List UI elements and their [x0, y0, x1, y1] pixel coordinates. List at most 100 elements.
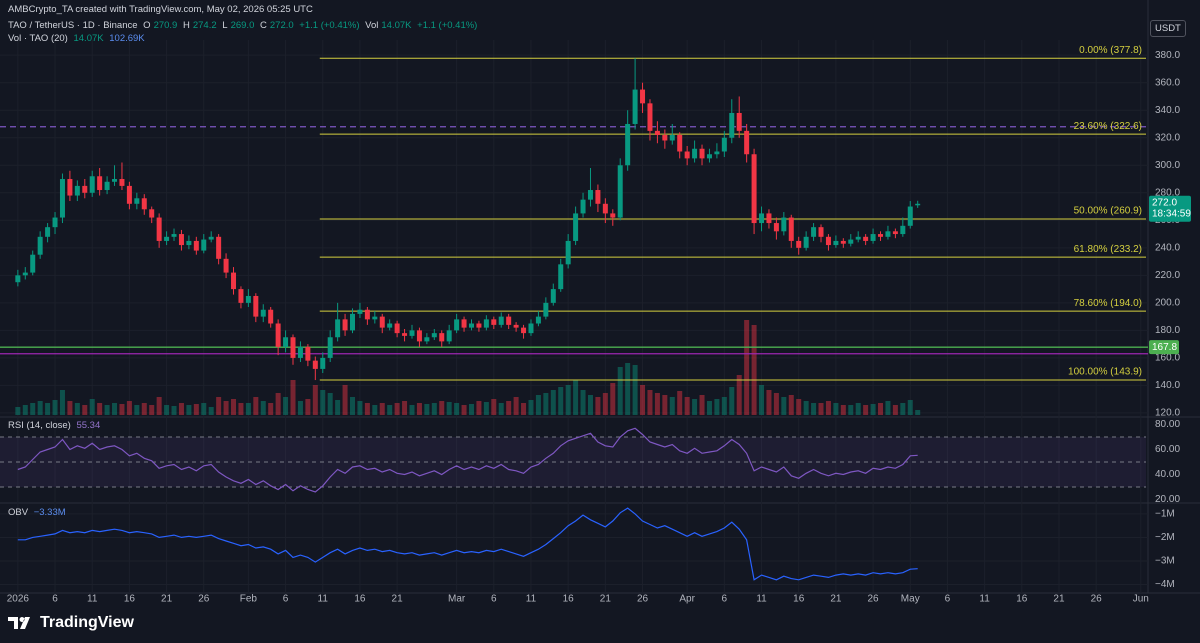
candle-body [409, 330, 415, 336]
rsi-line [17, 427, 918, 493]
candle-body [825, 236, 831, 246]
level-label-box [1149, 340, 1179, 355]
candle-body [803, 236, 809, 248]
last-price-box [1149, 195, 1191, 222]
currency[interactable]: USDT [1150, 20, 1186, 37]
volume-bar [550, 390, 556, 415]
candle-body [699, 148, 705, 159]
candle-body [52, 217, 58, 228]
candle-body [104, 181, 110, 191]
volume-bar [45, 403, 51, 415]
volume-bar [446, 402, 452, 415]
volume-bar [863, 405, 869, 415]
y-tick-label: 180.0 [1155, 325, 1180, 336]
volume-bar [350, 397, 356, 415]
candle-body [67, 179, 73, 196]
volume-bar [498, 403, 504, 415]
volume-bar [580, 390, 586, 415]
volume-bar [357, 401, 363, 415]
ohlc-value: 272.0 [269, 20, 294, 31]
x-tick-label: May [901, 594, 920, 605]
brand-logo [8, 617, 30, 629]
volume-bar [394, 403, 400, 415]
candle-body [290, 337, 296, 358]
volume-bar [134, 405, 140, 415]
candle-body [201, 239, 207, 251]
candle-body [855, 236, 861, 240]
volume-bar [587, 395, 593, 415]
x-tick-label: 11 [318, 594, 329, 605]
rsi-label: RSI (14, close) [8, 420, 71, 431]
candle-body [640, 89, 646, 104]
volume-bar [706, 401, 712, 415]
candle-body [178, 234, 184, 246]
candle-body [491, 319, 497, 325]
candle-body [751, 154, 757, 224]
volume-bar [74, 403, 80, 415]
volume-bar [870, 404, 876, 415]
volume-legend: Vol · TAO (20) 14.07K 102.69K [8, 33, 148, 44]
volume-bar [773, 393, 779, 415]
candle-body [729, 112, 735, 138]
volume-bar [141, 403, 147, 415]
volume-bar [535, 395, 541, 415]
ohlc-value: 270.9 [153, 20, 178, 31]
candle-body [818, 227, 824, 237]
candle-body [736, 112, 742, 131]
x-tick-label: Jun [1133, 594, 1149, 605]
x-tick-label: 21 [600, 594, 612, 605]
candle-body [439, 333, 445, 342]
candle-body [706, 154, 712, 159]
volume-bar [164, 405, 170, 415]
volume-bar [82, 405, 88, 415]
volume-bar [892, 405, 898, 415]
candle-body [677, 134, 683, 152]
volume-bar [468, 404, 474, 415]
volume-bar [602, 393, 608, 415]
volume-bar [610, 383, 616, 415]
x-tick-label: 16 [1016, 594, 1028, 605]
candle-body [684, 151, 690, 159]
candle-body [550, 289, 556, 303]
candle-body [112, 179, 118, 182]
candle-body [394, 323, 400, 334]
candle-body [840, 240, 846, 244]
volume-bar [788, 395, 794, 415]
volume-bar [201, 403, 207, 415]
y-tick-label: 360.0 [1155, 77, 1180, 88]
ohlc-key: O [143, 20, 151, 31]
candle-body [126, 185, 132, 204]
rsi-tick-label: 80.00 [1155, 419, 1180, 430]
candle-body [275, 323, 281, 347]
candle-body [164, 236, 170, 241]
volume-bar [283, 397, 289, 415]
candle-body [216, 236, 222, 259]
y-tick-label: 240.0 [1155, 242, 1180, 253]
candle-body [833, 240, 839, 246]
y-tick-label: 120.0 [1155, 408, 1180, 419]
volume-bar [833, 403, 839, 415]
volume-bar [178, 403, 184, 415]
ohlc-key: L [222, 20, 228, 31]
candle-body [45, 227, 51, 237]
rsi-value: 55.34 [76, 420, 101, 431]
rsi-legend: RSI (14, close) 55.34 [8, 420, 103, 431]
candle-body [97, 176, 103, 191]
volume-bar [684, 397, 690, 415]
volume-bar [744, 320, 750, 415]
candle-body [37, 236, 43, 255]
fib-label: 78.60% (194.0) [1074, 298, 1142, 309]
y-tick-label: 340.0 [1155, 105, 1180, 116]
candle-body [788, 217, 794, 241]
candle-body [364, 309, 370, 320]
x-tick-label: 21 [830, 594, 842, 605]
volume-bar [112, 403, 118, 415]
x-tick-label: 6 [491, 594, 497, 605]
candle-body [297, 346, 303, 358]
candle-body [654, 130, 660, 135]
y-tick-label: 380.0 [1155, 50, 1180, 61]
volume-bar [104, 405, 110, 415]
candle-body [669, 134, 675, 141]
candle-body [283, 337, 289, 347]
candle-body [535, 316, 541, 324]
